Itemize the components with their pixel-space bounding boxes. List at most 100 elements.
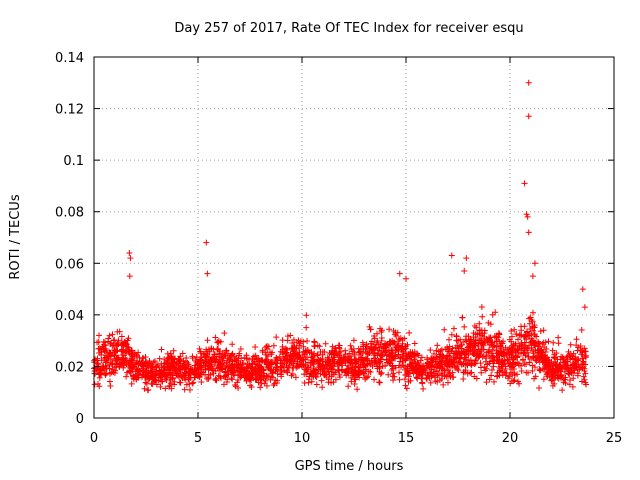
data-point bbox=[524, 213, 531, 220]
data-point bbox=[511, 377, 518, 384]
data-point bbox=[529, 318, 536, 325]
data-point bbox=[99, 363, 106, 370]
data-point bbox=[145, 376, 152, 383]
data-point bbox=[418, 354, 425, 361]
data-point bbox=[244, 360, 251, 367]
data-point bbox=[570, 375, 577, 382]
data-point bbox=[177, 362, 184, 369]
data-point bbox=[325, 360, 332, 367]
data-point bbox=[503, 350, 510, 357]
data-point bbox=[448, 363, 455, 370]
data-point bbox=[249, 372, 256, 379]
data-points bbox=[91, 79, 590, 394]
data-point bbox=[485, 319, 492, 326]
data-point bbox=[224, 352, 231, 359]
data-point bbox=[458, 349, 465, 356]
data-point bbox=[526, 359, 533, 366]
data-point bbox=[127, 359, 134, 366]
data-point bbox=[111, 347, 118, 354]
data-point bbox=[109, 342, 116, 349]
data-point bbox=[527, 326, 534, 333]
data-point bbox=[166, 382, 173, 389]
data-point bbox=[498, 345, 505, 352]
data-point bbox=[277, 371, 284, 378]
data-point bbox=[184, 359, 191, 366]
data-point bbox=[508, 327, 515, 334]
data-point bbox=[476, 320, 483, 327]
data-point bbox=[476, 327, 483, 334]
data-point bbox=[402, 382, 409, 389]
data-point bbox=[215, 337, 222, 344]
data-point bbox=[185, 376, 192, 383]
data-point bbox=[232, 383, 239, 390]
data-point bbox=[525, 332, 532, 339]
data-point bbox=[287, 351, 294, 358]
data-point bbox=[268, 366, 275, 373]
data-point bbox=[439, 355, 446, 362]
data-point bbox=[283, 356, 290, 363]
data-point bbox=[407, 362, 414, 369]
data-point bbox=[215, 359, 222, 366]
data-point bbox=[306, 349, 313, 356]
data-point bbox=[194, 358, 201, 365]
data-point bbox=[553, 350, 560, 357]
data-point bbox=[366, 323, 373, 330]
data-point bbox=[478, 303, 485, 310]
data-point bbox=[91, 370, 98, 377]
data-point bbox=[460, 360, 467, 367]
data-point bbox=[406, 329, 413, 336]
data-point bbox=[507, 369, 514, 376]
data-point bbox=[133, 353, 140, 360]
data-point bbox=[91, 381, 98, 388]
data-point bbox=[205, 371, 212, 378]
data-point bbox=[315, 357, 322, 364]
data-point bbox=[515, 336, 522, 343]
x-tick-label: 15 bbox=[398, 431, 415, 446]
data-point bbox=[335, 361, 342, 368]
data-point bbox=[579, 349, 586, 356]
data-point bbox=[550, 366, 557, 373]
data-point bbox=[530, 354, 537, 361]
data-point bbox=[536, 347, 543, 354]
data-point bbox=[212, 334, 219, 341]
data-point bbox=[446, 336, 453, 343]
data-point bbox=[529, 367, 536, 374]
data-point bbox=[212, 376, 219, 383]
data-point bbox=[249, 361, 256, 368]
data-point bbox=[441, 373, 448, 380]
data-point bbox=[285, 365, 292, 372]
data-point bbox=[433, 354, 440, 361]
data-point bbox=[448, 252, 455, 259]
data-point bbox=[424, 370, 431, 377]
data-point bbox=[151, 376, 158, 383]
data-point bbox=[204, 270, 211, 277]
data-point bbox=[265, 343, 272, 350]
data-point bbox=[371, 332, 378, 339]
data-point bbox=[164, 350, 171, 357]
data-point bbox=[541, 352, 548, 359]
data-point bbox=[460, 338, 467, 345]
data-point bbox=[329, 343, 336, 350]
data-point bbox=[299, 351, 306, 358]
data-point bbox=[168, 362, 175, 369]
data-point bbox=[405, 378, 412, 385]
data-point bbox=[158, 346, 165, 353]
data-point bbox=[111, 364, 118, 371]
data-point bbox=[531, 339, 538, 346]
data-point bbox=[326, 371, 333, 378]
data-point bbox=[120, 364, 127, 371]
data-point bbox=[508, 377, 515, 384]
data-point bbox=[319, 384, 326, 391]
data-point bbox=[273, 364, 280, 371]
data-point bbox=[461, 268, 468, 275]
data-point bbox=[204, 337, 211, 344]
data-point bbox=[513, 330, 520, 337]
data-point bbox=[252, 343, 259, 350]
data-point bbox=[316, 343, 323, 350]
data-point bbox=[187, 366, 194, 373]
data-point bbox=[508, 338, 515, 345]
data-point bbox=[572, 354, 579, 361]
data-point bbox=[125, 344, 132, 351]
data-point bbox=[579, 360, 586, 367]
data-point bbox=[379, 351, 386, 358]
